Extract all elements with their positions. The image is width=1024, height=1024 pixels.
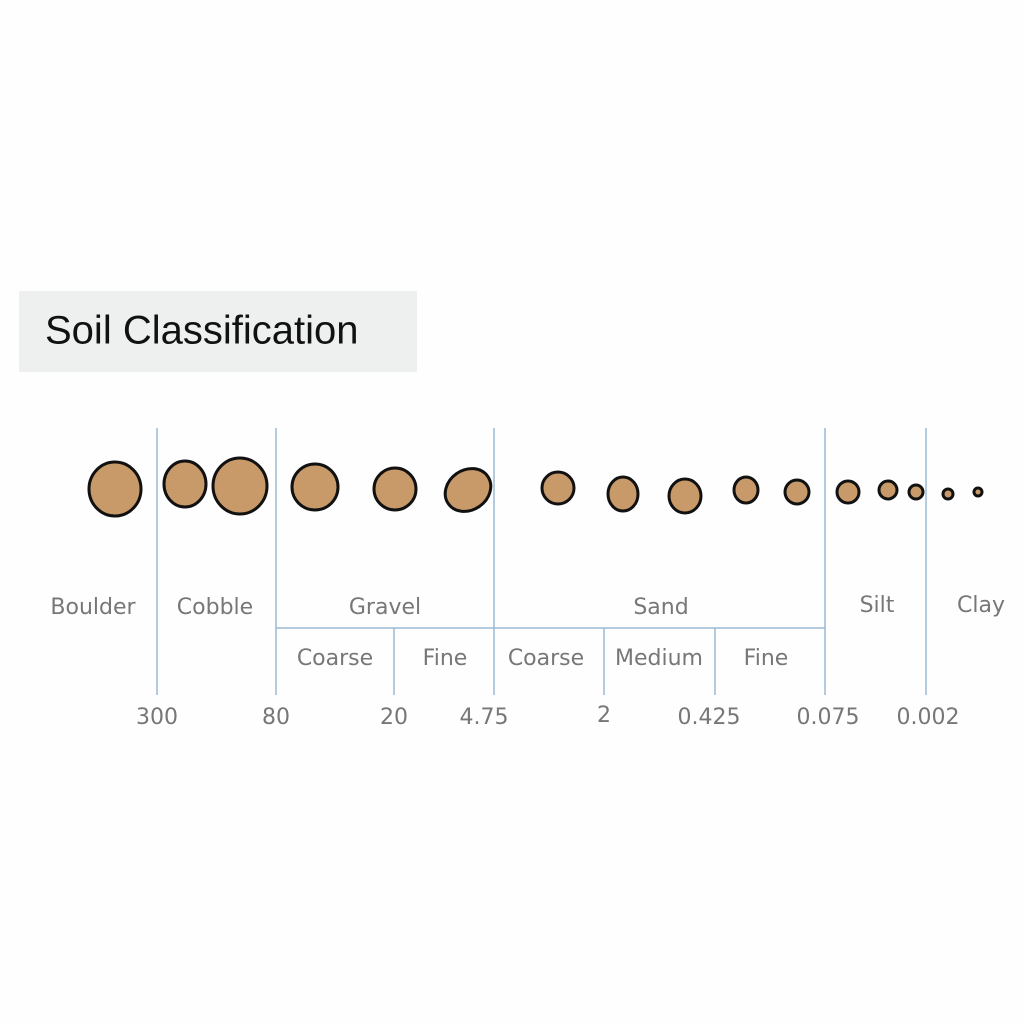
- grain: [877, 479, 899, 501]
- subclass-label: Fine: [423, 646, 468, 671]
- grain: [162, 459, 208, 509]
- grain: [372, 466, 418, 512]
- grain: [972, 486, 984, 498]
- subclass-label: Coarse: [508, 646, 584, 671]
- grain: [606, 475, 640, 513]
- class-label: Silt: [860, 593, 895, 618]
- class-labels: Boulder Cobble Gravel Sand Silt Clay: [50, 593, 1005, 620]
- subclass-label: Fine: [744, 646, 789, 671]
- class-label: Sand: [633, 595, 688, 620]
- boundary-label: 0.425: [678, 705, 741, 730]
- grain: [290, 462, 340, 512]
- grain: [907, 483, 925, 501]
- boundary-labels: 300 80 20 4.75 2 0.425 0.075 0.002: [136, 703, 959, 730]
- grain: [87, 460, 143, 518]
- grain: [667, 477, 703, 515]
- grain: [732, 475, 760, 505]
- subclass-label: Medium: [615, 646, 703, 671]
- boundary-label: 0.002: [897, 705, 960, 730]
- boundary-label: 4.75: [460, 705, 509, 730]
- boundary-label: 2: [597, 703, 611, 728]
- class-label: Boulder: [50, 595, 136, 620]
- subclass-label: Coarse: [297, 646, 373, 671]
- class-label: Gravel: [349, 595, 421, 620]
- boundary-label: 0.075: [797, 705, 860, 730]
- class-label: Clay: [957, 593, 1005, 618]
- class-label: Cobble: [177, 595, 253, 620]
- grain: [783, 478, 811, 506]
- boundary-label: 80: [262, 705, 290, 730]
- grain: [443, 467, 493, 513]
- grain: [941, 487, 955, 501]
- grain: [835, 479, 861, 505]
- title: Soil Classification: [45, 309, 358, 353]
- grain: [211, 456, 269, 516]
- grains: [87, 456, 984, 518]
- grain: [540, 470, 576, 506]
- boundary-label: 20: [380, 705, 408, 730]
- title-box: [19, 291, 417, 372]
- dividers: [156, 428, 927, 695]
- subclass-labels: Coarse Fine Coarse Medium Fine: [297, 646, 789, 671]
- boundary-label: 300: [136, 705, 178, 730]
